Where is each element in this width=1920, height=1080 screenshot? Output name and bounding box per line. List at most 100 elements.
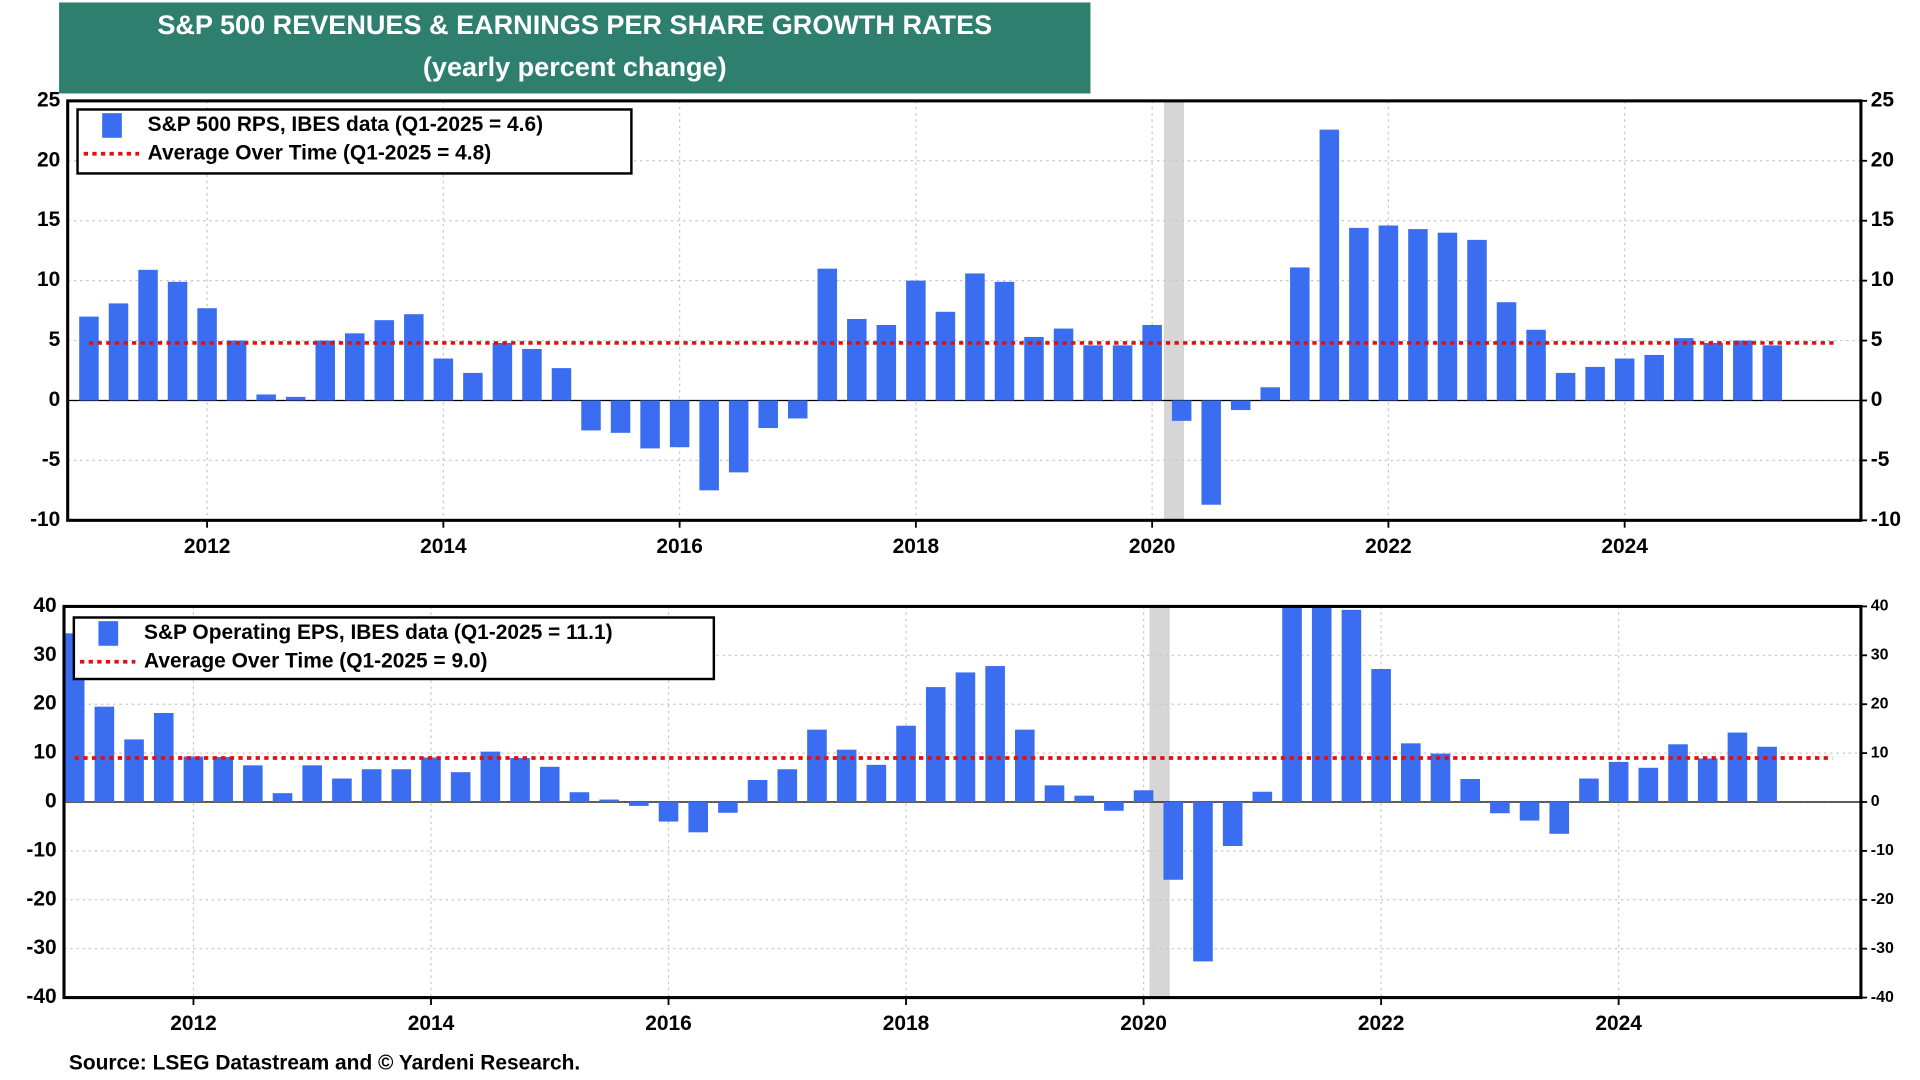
x-tick-label: 2022 [1358, 1012, 1405, 1035]
bar [1490, 802, 1510, 814]
recession-shade [1163, 100, 1185, 521]
bar [955, 672, 976, 803]
legend-label: Average Over Time (Q1-2025 = 9.0) [144, 649, 488, 672]
bar [1757, 746, 1777, 803]
bar [463, 372, 483, 401]
bar [183, 756, 204, 803]
x-tick-label: 2024 [1601, 535, 1648, 558]
y2-tick-label: 5 [1871, 328, 1883, 351]
bar [1614, 358, 1635, 401]
y2-tick-label: -5 [1871, 448, 1890, 471]
bar [1044, 785, 1065, 803]
bar [1408, 229, 1428, 401]
bar [285, 396, 306, 401]
legend-label: S&P Operating EPS, IBES data (Q1-2025 = … [144, 621, 613, 644]
legend-swatch [98, 621, 119, 646]
x-tick-label: 2014 [408, 1012, 455, 1035]
bar [1437, 232, 1458, 401]
y2-tick-label: 30 [1871, 647, 1889, 664]
bar [1579, 778, 1599, 803]
bar [1608, 761, 1629, 803]
bar [1260, 387, 1281, 401]
bar [1673, 338, 1694, 401]
bar [836, 749, 857, 803]
bar [1171, 400, 1192, 421]
bar [1371, 669, 1391, 803]
bar [256, 394, 276, 401]
bar [1015, 729, 1035, 803]
bar [1193, 802, 1213, 962]
x-tick-label: 2018 [883, 1012, 930, 1035]
bar [332, 778, 352, 803]
bar [1142, 324, 1162, 401]
bar [1496, 302, 1517, 401]
bar [688, 802, 709, 833]
x-tick-label: 2020 [1129, 535, 1176, 558]
bar [581, 400, 601, 431]
bar [1053, 328, 1074, 401]
bar [896, 725, 916, 803]
y2-tick-label: 0 [1871, 388, 1883, 411]
bar [421, 757, 441, 803]
bar [1349, 227, 1369, 401]
bar [1112, 345, 1133, 401]
bar [1762, 345, 1783, 401]
chart-subtitle: (yearly percent change) [423, 52, 727, 82]
plot [64, 606, 1861, 998]
bar [787, 400, 808, 419]
chart-title: S&P 500 REVENUES & EARNINGS PER SHARE GR… [157, 10, 992, 40]
y2-tick-label: 10 [1871, 268, 1894, 291]
x-tick-label: 2020 [1120, 1012, 1167, 1035]
bar [777, 769, 798, 803]
legend-box [72, 616, 716, 681]
bar [108, 303, 129, 401]
bar [1644, 354, 1664, 401]
y2-tick-label: -40 [1871, 989, 1894, 1006]
y-tick-label: -30 [26, 936, 56, 959]
bar [1733, 340, 1753, 401]
bar [747, 780, 768, 803]
bar [315, 340, 335, 401]
legend-label: S&P 500 RPS, IBES data (Q1-2025 = 4.6) [148, 113, 543, 136]
y-tick-label: -20 [26, 887, 56, 910]
bar [1319, 129, 1340, 401]
bar [758, 400, 778, 429]
plot-frame [62, 604, 1863, 1000]
bar [669, 400, 690, 448]
x-tick-label: 2022 [1365, 535, 1412, 558]
bar [599, 799, 619, 803]
bar [1668, 744, 1688, 803]
bar [906, 280, 926, 401]
y-tick-label: 0 [49, 388, 61, 411]
bar [539, 766, 560, 803]
bar [876, 324, 897, 401]
x-tick-label: 2012 [170, 1012, 217, 1035]
y-tick-label: 5 [49, 328, 61, 351]
source-note: Source: LSEG Datastream and © Yardeni Re… [69, 1052, 580, 1075]
bar [1703, 342, 1724, 401]
y2-tick-label: 40 [1871, 598, 1889, 615]
bar [807, 729, 827, 803]
y2-tick-label: 20 [1871, 695, 1889, 712]
bar [1133, 790, 1154, 803]
bar [1638, 767, 1659, 803]
bar [1282, 606, 1302, 803]
bar [243, 765, 263, 803]
bar [1163, 802, 1184, 880]
y2-tick-label: -10 [1871, 508, 1901, 531]
bar [1526, 329, 1546, 401]
bar [658, 802, 679, 822]
bar [1401, 743, 1421, 803]
bar [480, 751, 501, 803]
bar [817, 268, 838, 401]
bar [404, 314, 424, 401]
bar [1519, 802, 1540, 821]
bar [374, 320, 395, 401]
y-tick-label: -10 [26, 838, 56, 861]
bar [1311, 606, 1332, 803]
bar [1074, 795, 1094, 803]
legend-box [76, 108, 633, 175]
legend: S&P Operating EPS, IBES data (Q1-2025 = … [72, 616, 716, 681]
bar [1727, 732, 1748, 803]
bar [699, 400, 719, 491]
